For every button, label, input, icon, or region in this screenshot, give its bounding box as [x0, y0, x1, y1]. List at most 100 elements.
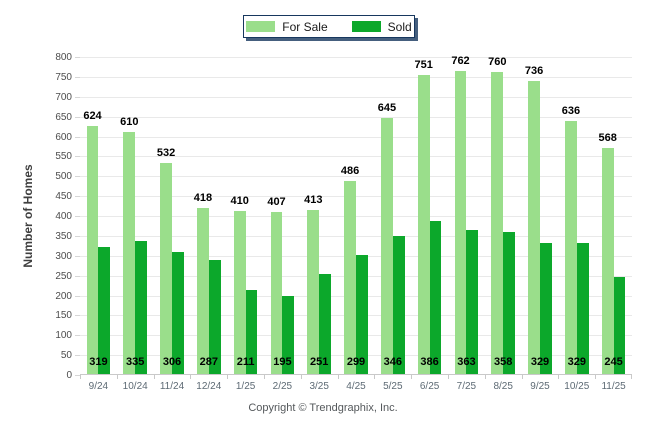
for-sale-value-label: 610	[120, 116, 139, 128]
bar-sold	[356, 255, 368, 374]
x-axis-tick	[448, 375, 449, 379]
bar-for-sale	[307, 210, 320, 374]
y-axis-tick-label: 650	[55, 111, 72, 123]
y-axis-tick	[75, 156, 80, 158]
x-axis-tick	[558, 375, 560, 379]
y-axis-tick	[75, 335, 80, 337]
gridline	[80, 156, 632, 158]
bar-sold	[98, 247, 111, 374]
for-sale-value-label: 760	[488, 56, 507, 68]
x-axis-tick	[374, 375, 376, 379]
gridline	[80, 235, 632, 237]
y-axis-tick-label: 100	[55, 330, 72, 342]
y-axis-tick	[75, 355, 80, 357]
bar-sold	[282, 296, 295, 374]
x-axis-tick	[595, 375, 597, 379]
x-axis-tick	[300, 375, 302, 379]
y-axis-tick-label: 0	[66, 370, 72, 381]
x-axis-tick	[227, 375, 229, 379]
for-sale-value-label: 624	[83, 110, 102, 122]
bar-for-sale	[160, 163, 172, 374]
sold-value-label: 363	[457, 356, 476, 368]
sold-value-label: 287	[199, 356, 218, 368]
x-axis-tick	[116, 375, 118, 379]
legend-label-for-sale: For Sale	[282, 19, 328, 34]
sold-value-label: 386	[420, 356, 439, 368]
x-axis-label: 12/24	[196, 381, 222, 392]
legend-item-for-sale: For Sale	[246, 19, 328, 34]
bar-sold	[245, 290, 258, 374]
x-axis-label: 11/25	[601, 381, 626, 392]
bar-for-sale	[454, 71, 467, 374]
bar-for-sale	[270, 212, 283, 374]
y-axis-tick	[75, 216, 80, 217]
y-axis-tick	[75, 315, 80, 317]
sold-value-label: 245	[604, 356, 623, 368]
bar-for-sale	[233, 211, 246, 374]
y-axis-tick	[75, 176, 80, 178]
sold-value-label: 358	[494, 356, 513, 368]
y-axis-tick	[75, 57, 80, 58]
sold-swatch-icon	[351, 21, 381, 32]
x-axis-label: 3/25	[309, 381, 329, 392]
gridline	[80, 116, 632, 118]
legend: For Sale Sold	[243, 15, 415, 38]
sold-value-label: 335	[126, 356, 145, 368]
bar-sold	[135, 241, 147, 374]
for-sale-value-label: 568	[598, 132, 617, 144]
bar-sold	[540, 243, 552, 374]
y-axis-tick-label: 550	[55, 151, 72, 163]
y-axis-tick	[75, 375, 80, 376]
x-axis-label: 9/25	[530, 381, 550, 392]
x-axis-tick	[153, 375, 155, 379]
copyright-text: Copyright © Trendgraphix, Inc.	[248, 402, 398, 414]
x-axis-tick	[484, 375, 486, 379]
gridline	[80, 196, 632, 198]
bar-for-sale	[601, 148, 614, 374]
sold-value-label: 306	[162, 356, 182, 368]
sold-value-label: 319	[89, 356, 108, 368]
x-axis-label: 8/25	[493, 381, 513, 392]
bar-sold	[392, 236, 405, 374]
y-axis-tick-label: 50	[60, 350, 72, 362]
bar-sold	[319, 274, 331, 374]
bar-for-sale	[491, 72, 504, 374]
sold-value-label: 329	[567, 356, 586, 368]
x-axis-label: 5/25	[383, 381, 403, 392]
bar-for-sale	[417, 75, 430, 374]
y-axis-tick-label: 250	[55, 270, 72, 282]
x-axis-tick	[337, 375, 339, 379]
y-axis-tick	[75, 136, 80, 138]
gridline	[80, 96, 632, 98]
bar-for-sale	[344, 181, 356, 374]
gridline	[80, 136, 632, 138]
sold-value-label: 299	[346, 356, 366, 368]
gridline	[80, 216, 632, 217]
for-sale-value-label: 645	[377, 102, 397, 114]
for-sale-value-label: 413	[304, 194, 323, 206]
y-axis-tick-label: 750	[55, 71, 72, 83]
y-axis-tick	[75, 116, 80, 118]
legend-label-sold: Sold	[387, 19, 412, 34]
y-axis-tick	[75, 196, 80, 198]
y-axis-tick-label: 700	[55, 91, 72, 103]
x-axis-line	[80, 374, 632, 375]
gridline	[80, 76, 632, 78]
bar-for-sale	[197, 208, 209, 374]
x-axis-label: 6/25	[419, 381, 440, 392]
y-axis-tick-label: 200	[55, 290, 72, 302]
gridline	[80, 176, 632, 178]
sold-value-label: 329	[530, 356, 550, 368]
for-sale-value-label: 418	[193, 192, 213, 204]
y-axis-tick-label: 450	[55, 191, 72, 203]
for-sale-value-label: 636	[561, 105, 581, 117]
bar-sold	[576, 243, 589, 374]
x-axis-label: 10/24	[122, 381, 148, 392]
for-sale-value-label: 532	[156, 147, 176, 159]
y-axis-tick	[75, 235, 80, 237]
y-axis-tick	[75, 76, 80, 78]
for-sale-value-label: 486	[340, 165, 360, 177]
x-axis-tick	[411, 375, 413, 379]
plot-area: 0 50 100 150 200 250 300 350 400 450 500 550 600 650 7…	[55, 53, 632, 392]
y-axis-tick-label: 150	[55, 310, 72, 322]
